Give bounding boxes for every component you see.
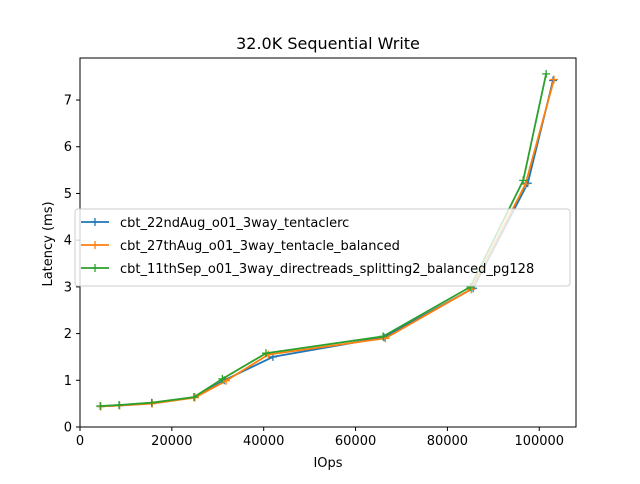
y-tick-label: 5 bbox=[64, 187, 72, 202]
y-axis-label: Latency (ms) bbox=[41, 201, 56, 286]
x-tick-label: 60000 bbox=[335, 434, 376, 449]
data-point bbox=[379, 332, 388, 341]
legend-marker bbox=[91, 264, 99, 272]
y-tick-label: 4 bbox=[64, 234, 72, 249]
y-tick-label: 3 bbox=[64, 280, 72, 295]
data-point bbox=[222, 376, 231, 385]
x-tick-label: 80000 bbox=[427, 434, 468, 449]
x-axis: 0 20000 40000 60000 80000 100000 bbox=[76, 427, 564, 449]
legend-item-3: cbt_11thSep_o01_3way_directreads_splitti… bbox=[81, 262, 534, 277]
x-tick-label: 20000 bbox=[151, 434, 192, 449]
y-axis: 0 1 2 3 4 5 6 7 bbox=[64, 94, 80, 436]
legend-marker bbox=[91, 241, 99, 249]
legend-label: cbt_27thAug_o01_3way_tentacle_balanced bbox=[120, 239, 400, 254]
x-tick-label: 40000 bbox=[243, 434, 284, 449]
y-tick-label: 6 bbox=[64, 140, 72, 155]
chart-title: 32.0K Sequential Write bbox=[236, 34, 420, 53]
x-axis-label: IOps bbox=[313, 456, 342, 471]
x-tick-label: 0 bbox=[76, 434, 84, 449]
y-tick-label: 2 bbox=[64, 327, 72, 342]
legend-box bbox=[74, 208, 571, 287]
data-point bbox=[115, 401, 124, 410]
legend-item-1: cbt_22ndAug_o01_3way_tentaclerc bbox=[81, 216, 349, 231]
legend: cbt_22ndAug_o01_3way_tentaclerc cbt_27thA… bbox=[74, 208, 571, 287]
data-point bbox=[189, 393, 198, 402]
legend-marker bbox=[91, 218, 99, 226]
data-point bbox=[542, 69, 551, 78]
y-tick-label: 7 bbox=[64, 94, 72, 109]
legend-label: cbt_22ndAug_o01_3way_tentaclerc bbox=[120, 216, 349, 231]
data-point bbox=[218, 374, 227, 383]
y-tick-label: 1 bbox=[64, 374, 72, 389]
data-point bbox=[147, 398, 156, 407]
legend-label: cbt_11thSep_o01_3way_directreads_splitti… bbox=[120, 262, 534, 277]
x-tick-label: 100000 bbox=[514, 434, 564, 449]
data-point bbox=[96, 401, 105, 410]
y-tick-label: 0 bbox=[64, 421, 72, 436]
data-point bbox=[519, 176, 528, 185]
data-point bbox=[549, 75, 558, 84]
data-point bbox=[262, 349, 270, 358]
legend-item-2: cbt_27thAug_o01_3way_tentacle_balanced bbox=[81, 239, 400, 254]
